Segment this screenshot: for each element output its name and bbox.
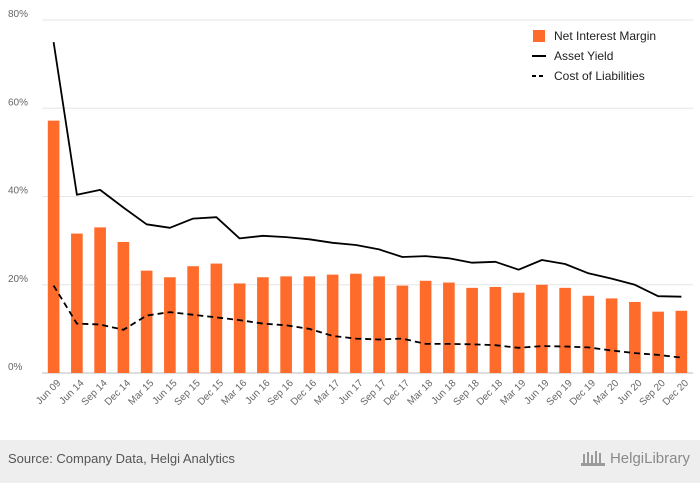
bar — [71, 233, 83, 373]
bar — [652, 311, 664, 373]
library-icon — [580, 451, 605, 466]
legend-swatch — [533, 30, 545, 42]
legend-label: Asset Yield — [554, 49, 613, 63]
asset-yield-line — [52, 41, 682, 298]
x-tick-label: Jun 09 — [34, 378, 63, 407]
source-note: Source: Company Data, Helgi Analytics — [8, 451, 235, 466]
y-tick-label: 20% — [8, 274, 28, 285]
line-series — [52, 41, 682, 359]
bar — [280, 276, 292, 373]
bar — [559, 287, 571, 373]
bar — [303, 276, 316, 373]
bar — [233, 283, 246, 373]
bar — [512, 292, 525, 373]
x-tick-label: Mar 17 — [312, 378, 342, 408]
bar — [396, 285, 409, 373]
x-tick-label: Mar 20 — [591, 378, 621, 408]
legend: Net Interest Margin Asset Yield Cost of Li… — [532, 29, 656, 83]
y-tick-label: 40% — [8, 186, 28, 197]
x-tick-label: Dec 20 — [661, 378, 691, 408]
bar — [582, 295, 595, 373]
bar — [373, 276, 385, 373]
y-tick-label: 80% — [8, 9, 28, 20]
bar — [350, 273, 362, 373]
bar-series — [47, 120, 688, 373]
x-tick-label: Mar 19 — [498, 378, 528, 408]
legend-label: Net Interest Margin — [554, 29, 656, 43]
bar — [47, 120, 60, 373]
x-tick-label: Mar 16 — [219, 378, 249, 408]
y-tick-label: 60% — [8, 97, 28, 108]
bar — [489, 286, 502, 373]
helgi-library-logo: HelgiLibrary — [580, 449, 690, 467]
bar — [443, 282, 455, 373]
bar — [94, 227, 106, 373]
bar — [675, 310, 688, 373]
bar — [536, 284, 548, 373]
x-tick-label: Mar 18 — [405, 378, 435, 408]
bar — [466, 287, 478, 373]
legend-label: Cost of Liabilities — [554, 69, 645, 83]
footer: Source: Company Data, Helgi Analytics He… — [0, 440, 700, 483]
bar — [257, 277, 269, 373]
logo-text: HelgiLibrary — [609, 449, 690, 467]
cost-of-liabilities-line — [52, 285, 682, 359]
bar — [187, 266, 199, 373]
bar — [164, 277, 176, 373]
bar — [326, 274, 339, 373]
bar — [419, 280, 432, 373]
bar — [629, 301, 641, 373]
bar — [210, 263, 223, 373]
bar — [117, 241, 130, 373]
bar — [605, 298, 618, 373]
bar — [140, 270, 153, 373]
y-axis: 0% 20% 40% 60% 80% — [8, 9, 28, 373]
x-tick-label: Mar 15 — [126, 378, 156, 408]
y-tick-label: 0% — [8, 362, 23, 373]
